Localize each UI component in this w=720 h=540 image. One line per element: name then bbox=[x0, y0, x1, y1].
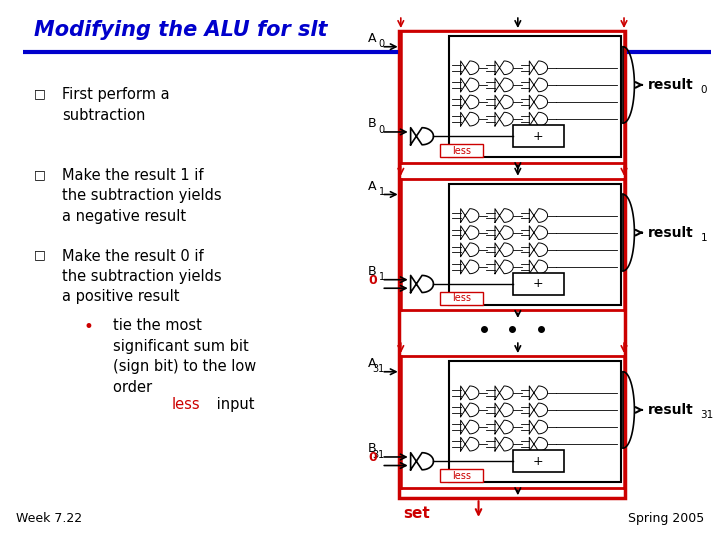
Text: less: less bbox=[452, 471, 471, 481]
Bar bbox=[449, 36, 621, 157]
Text: 0: 0 bbox=[379, 125, 384, 134]
Text: B: B bbox=[368, 117, 377, 130]
Text: set: set bbox=[403, 507, 430, 522]
Bar bbox=[400, 179, 626, 310]
Text: 31: 31 bbox=[372, 450, 384, 460]
Text: +: + bbox=[533, 455, 544, 468]
Text: Week 7.22: Week 7.22 bbox=[16, 512, 82, 525]
Bar bbox=[513, 450, 564, 472]
Text: input: input bbox=[212, 397, 255, 413]
Bar bbox=[440, 469, 483, 482]
Text: 0: 0 bbox=[368, 274, 377, 287]
Bar bbox=[400, 31, 626, 163]
Bar bbox=[440, 144, 483, 157]
Bar bbox=[449, 361, 621, 482]
Bar bbox=[400, 31, 626, 498]
Text: Modifying the ALU for slt: Modifying the ALU for slt bbox=[34, 20, 327, 40]
Text: First perform a
subtraction: First perform a subtraction bbox=[63, 87, 170, 123]
Text: 1: 1 bbox=[379, 187, 384, 197]
Text: Make the result 1 if
the subtraction yields
a negative result: Make the result 1 if the subtraction yie… bbox=[63, 168, 222, 224]
Text: •: • bbox=[84, 319, 94, 336]
Text: 1: 1 bbox=[701, 233, 707, 243]
Text: result: result bbox=[648, 226, 693, 240]
Bar bbox=[513, 125, 564, 147]
Text: 0: 0 bbox=[379, 39, 384, 50]
Text: B: B bbox=[368, 442, 377, 455]
Text: 1: 1 bbox=[379, 272, 384, 282]
Text: less: less bbox=[452, 293, 471, 303]
Text: result: result bbox=[648, 78, 693, 92]
Text: B: B bbox=[368, 265, 377, 278]
Text: Make the result 0 if
the subtraction yields
a positive result: Make the result 0 if the subtraction yie… bbox=[63, 248, 222, 305]
Text: result: result bbox=[648, 403, 693, 417]
Text: +: + bbox=[533, 130, 544, 143]
Text: □: □ bbox=[34, 248, 45, 261]
Text: 31: 31 bbox=[701, 410, 714, 420]
Text: Spring 2005: Spring 2005 bbox=[628, 512, 704, 525]
Text: A: A bbox=[369, 357, 377, 370]
Text: □: □ bbox=[34, 87, 45, 100]
Text: less: less bbox=[171, 397, 200, 413]
Text: 31: 31 bbox=[372, 364, 384, 374]
Bar bbox=[513, 273, 564, 295]
Text: □: □ bbox=[34, 168, 45, 181]
Text: tie the most
significant sum bit
(sign bit) to the low
order: tie the most significant sum bit (sign b… bbox=[112, 319, 256, 395]
Text: 0: 0 bbox=[368, 451, 377, 464]
Text: +: + bbox=[533, 278, 544, 291]
Bar bbox=[449, 184, 621, 305]
Text: less: less bbox=[452, 146, 471, 156]
Text: 0: 0 bbox=[701, 85, 707, 95]
Bar bbox=[440, 292, 483, 305]
Text: A: A bbox=[369, 32, 377, 45]
Text: A: A bbox=[369, 180, 377, 193]
Bar bbox=[400, 356, 626, 488]
